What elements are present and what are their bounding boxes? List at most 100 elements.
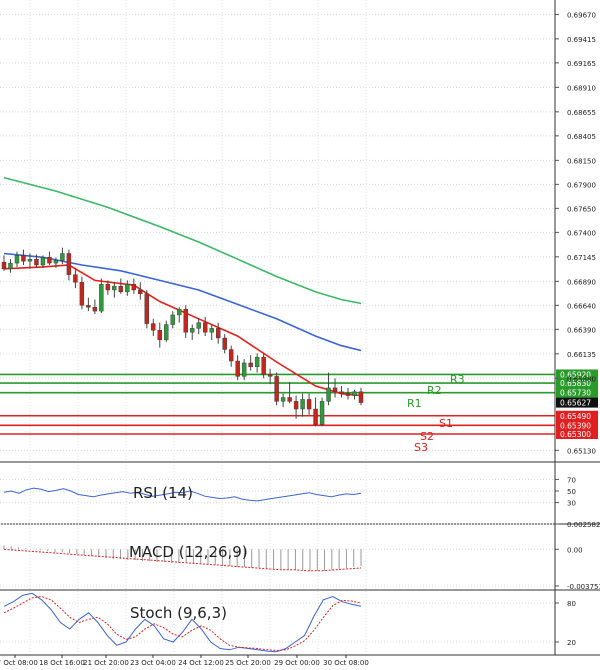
candle-body xyxy=(164,324,169,341)
stoch-line-k xyxy=(3,592,362,653)
macd-panel: MACD (12,26,9) 0.002582 0.00 -0.003751 xyxy=(0,521,600,591)
candle-body xyxy=(53,260,59,264)
candle-body xyxy=(261,356,266,375)
price-tick-label: 0.66890 xyxy=(567,278,596,286)
candle-body xyxy=(1,261,7,270)
candle-body xyxy=(274,376,279,402)
candle-body xyxy=(138,289,143,295)
candle-body xyxy=(60,253,65,261)
candle-body xyxy=(151,323,156,331)
candle-body xyxy=(47,257,52,264)
level-value-box xyxy=(556,387,598,398)
price-tick-label: 0.66390 xyxy=(567,326,596,334)
candle-body xyxy=(177,308,182,316)
price-tick-label: 0.67900 xyxy=(567,181,596,189)
level-value-box xyxy=(556,428,598,439)
candle-body xyxy=(287,397,292,402)
price-tick-label: 0.65880 xyxy=(567,375,596,383)
price-tick-label: 0.66135 xyxy=(567,351,596,359)
candle-body xyxy=(352,391,357,396)
candle-body xyxy=(326,387,331,402)
time-tick-label: 24 Oct 12:00 xyxy=(178,659,224,667)
candle-body xyxy=(228,349,234,362)
price-tick-label: 0.69165 xyxy=(567,60,596,68)
candle-body xyxy=(319,401,325,425)
time-tick-label: 17 Oct 08:00 xyxy=(0,659,38,667)
candle-body xyxy=(157,330,162,341)
time-tick-label: 21 Oct 20:00 xyxy=(83,659,129,667)
candle-body xyxy=(190,328,195,333)
macd-signal-line xyxy=(3,548,362,572)
stoch-tick-label: 20 xyxy=(567,639,576,647)
level-name-r3: R3 xyxy=(450,373,465,386)
price-tick-label: 0.68655 xyxy=(567,109,596,117)
level-value-label: 0.65490 xyxy=(560,412,591,421)
candle-body xyxy=(306,399,312,410)
candle-body xyxy=(196,322,201,329)
time-tick-label: 25 Oct 20:00 xyxy=(225,659,271,667)
candle-body xyxy=(215,328,221,339)
rsi-line xyxy=(3,487,362,502)
candle-body xyxy=(241,362,247,377)
candle-body xyxy=(248,362,253,367)
level-value-box xyxy=(556,410,598,421)
stoch-line-d xyxy=(3,595,362,652)
price-tick-label: 0.67650 xyxy=(567,205,596,213)
level-value-label: 0.65390 xyxy=(560,421,591,430)
rsi-title: RSI (14) xyxy=(133,484,193,502)
candle-body xyxy=(345,393,351,396)
level-value-label: 0.65830 xyxy=(560,379,591,388)
stoch-title: Stoch (9,6,3) xyxy=(130,604,227,622)
candle-body xyxy=(99,284,104,312)
candle-body xyxy=(21,255,26,262)
candle-body xyxy=(203,322,208,333)
candle-body xyxy=(66,253,72,275)
candle-body xyxy=(125,284,130,293)
candle-body xyxy=(105,284,111,291)
price-tick-label: 0.67400 xyxy=(567,229,596,237)
candle-body xyxy=(27,259,33,262)
current-price-box xyxy=(556,397,598,408)
level-value-label: 0.65920 xyxy=(560,370,591,379)
level-value-box xyxy=(556,420,598,431)
rsi-tick-label: 70 xyxy=(567,476,576,484)
stoch-panel: Stoch (9,6,3) 80 20 xyxy=(0,589,600,653)
price-tick-label: 0.69670 xyxy=(567,11,596,19)
candle-body xyxy=(293,401,299,410)
price-tick-label: 0.67145 xyxy=(567,254,596,262)
current-price-label: 0.65627 xyxy=(560,399,591,408)
price-tick-label: 0.68910 xyxy=(567,84,596,92)
time-tick-label: 29 Oct 00:00 xyxy=(274,659,320,667)
price-tick-label: 0.66640 xyxy=(567,302,596,310)
candle-body xyxy=(300,399,305,410)
price-panel: R3 0.65920 R2 0.65830 R1 0.65730 S1 0.65490 S2 0.… xyxy=(0,0,598,655)
time-tick-label: 18 Oct 16:00 xyxy=(39,659,85,667)
candle-body xyxy=(92,307,98,312)
candle-body xyxy=(235,360,240,377)
level-value-box xyxy=(556,369,598,380)
candle-body xyxy=(73,274,78,283)
price-tick-label: 0.65130 xyxy=(567,447,596,455)
candle-body xyxy=(267,374,273,377)
level-name-s2: S2 xyxy=(420,430,434,443)
candle-body xyxy=(118,285,124,293)
candle-body xyxy=(14,255,20,264)
candle-body xyxy=(339,391,344,394)
rsi-tick-label: 30 xyxy=(567,500,576,508)
candle-body xyxy=(86,305,91,308)
candle-body xyxy=(222,337,227,350)
level-value-box xyxy=(556,378,598,389)
level-value-label: 0.65730 xyxy=(560,389,591,398)
level-name-s3: S3 xyxy=(414,441,428,454)
candle-body xyxy=(40,257,46,266)
macd-tick-label: -0.003751 xyxy=(567,583,600,591)
level-name-r1: R1 xyxy=(407,397,422,410)
time-tick-label: 30 Oct 08:00 xyxy=(323,659,369,667)
candle-body xyxy=(254,356,260,367)
candle-body xyxy=(280,397,286,402)
level-value-label: 0.65300 xyxy=(560,430,591,439)
candle-body xyxy=(112,285,117,291)
time-tick-label: 23 Oct 04:00 xyxy=(130,659,176,667)
